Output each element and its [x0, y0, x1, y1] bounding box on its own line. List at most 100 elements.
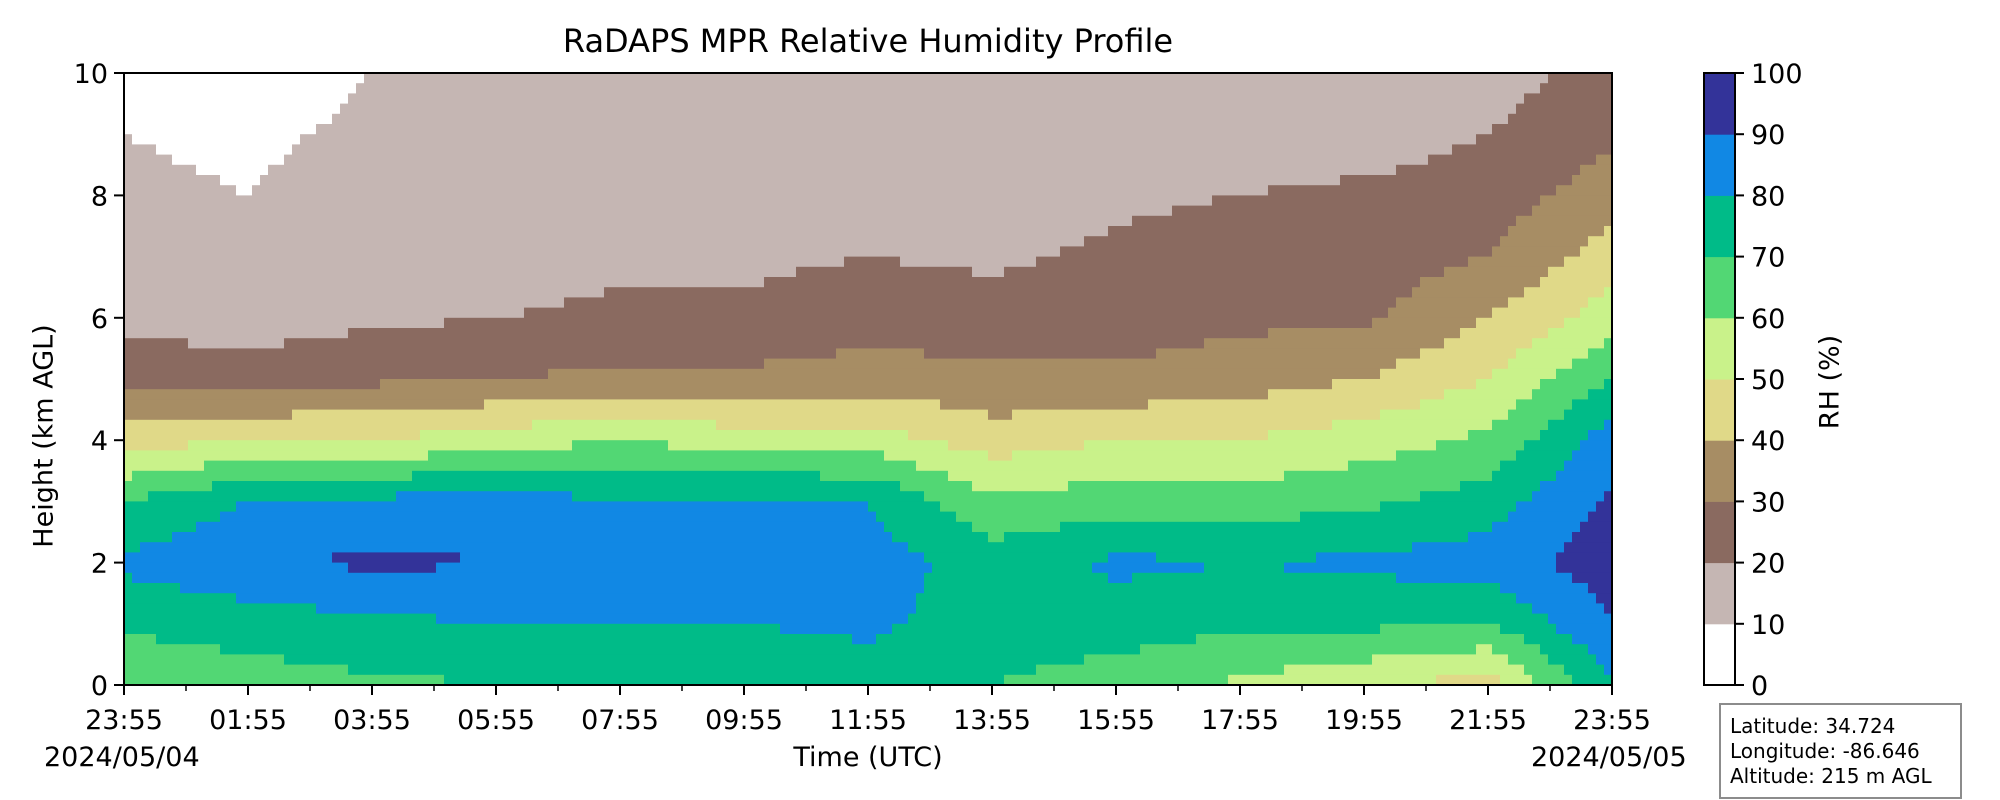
rh-cell [356, 470, 365, 482]
rh-cell [588, 73, 597, 84]
rh-cell [268, 430, 277, 441]
rh-cell [444, 613, 453, 625]
rh-cell [732, 144, 741, 156]
rh-cell [244, 236, 253, 247]
rh-cell [388, 113, 397, 125]
rh-cell [180, 623, 189, 635]
rh-cell [740, 491, 749, 502]
rh-cell [596, 664, 605, 676]
rh-cell [756, 470, 765, 482]
rh-cell [740, 562, 749, 574]
rh-cell [348, 603, 357, 615]
rh-cell [508, 246, 517, 258]
rh-cell [228, 634, 237, 645]
rh-cell [156, 205, 165, 217]
rh-cell [684, 664, 693, 676]
rh-cell [412, 134, 421, 145]
rh-cell [420, 317, 429, 329]
rh-cell [732, 511, 741, 523]
rh-cell [380, 328, 389, 339]
rh-cell [396, 419, 405, 431]
rh-cell [228, 460, 237, 472]
rh-cell [724, 603, 733, 615]
rh-cell [644, 195, 653, 207]
rh-cell [716, 164, 725, 176]
rh-cell [308, 246, 317, 258]
rh-cell [420, 368, 429, 380]
rh-cell [220, 266, 229, 278]
rh-cell [684, 113, 693, 125]
rh-cell [772, 317, 781, 329]
rh-cell [316, 470, 325, 482]
rh-cell [532, 164, 541, 176]
rh-cell [564, 338, 573, 349]
rh-cell [684, 328, 693, 339]
rh-cell [764, 460, 773, 472]
rh-cell [508, 317, 517, 329]
rh-cell [380, 277, 389, 288]
rh-cell [372, 154, 381, 166]
rh-cell [780, 532, 789, 543]
rh-cell [500, 634, 509, 645]
rh-cell [260, 266, 269, 278]
rh-cell [444, 368, 453, 380]
rh-cell [356, 521, 365, 533]
rh-cell [340, 83, 349, 94]
rh-cell [164, 154, 173, 166]
rh-cell [748, 562, 757, 574]
rh-cell [684, 226, 693, 237]
rh-cell [724, 511, 733, 523]
rh-cell [300, 134, 309, 145]
rh-cell [436, 430, 445, 441]
rh-cell [340, 287, 349, 298]
rh-cell [188, 317, 197, 329]
rh-cell [220, 164, 229, 176]
rh-cell [172, 491, 181, 502]
rh-cell [620, 583, 629, 594]
rh-cell [404, 175, 413, 186]
rh-cell [532, 277, 541, 288]
rh-cell [420, 266, 429, 278]
rh-cell [604, 266, 613, 278]
rh-cell [396, 368, 405, 380]
rh-cell [364, 481, 373, 492]
rh-cell [756, 501, 765, 513]
rh-cell [732, 440, 741, 451]
rh-cell [308, 460, 317, 472]
rh-cell [196, 521, 205, 533]
rh-cell [572, 521, 581, 533]
rh-cell [420, 134, 429, 145]
rh-cell [268, 83, 277, 94]
rh-cell [732, 583, 741, 594]
rh-cell [708, 593, 717, 604]
rh-cell [620, 236, 629, 247]
rh-cell [444, 113, 453, 125]
rh-cell [292, 348, 301, 360]
rh-cell [644, 450, 653, 462]
rh-cell [348, 450, 357, 462]
rh-cell [356, 481, 365, 492]
rh-cell [284, 460, 293, 472]
rh-cell [140, 83, 149, 94]
rh-cell [580, 552, 589, 564]
rh-cell [468, 368, 477, 380]
rh-cell [468, 226, 477, 237]
rh-cell [604, 521, 613, 533]
rh-cell [124, 481, 133, 492]
rh-cell [348, 175, 357, 186]
rh-cell [364, 317, 373, 329]
rh-cell [508, 226, 517, 237]
rh-cell [260, 450, 269, 462]
rh-cell [268, 277, 277, 288]
rh-cell [444, 338, 453, 349]
rh-cell [764, 389, 773, 400]
rh-cell [404, 246, 413, 258]
rh-cell [460, 379, 469, 390]
rh-cell [604, 603, 613, 615]
rh-cell [588, 144, 597, 156]
rh-cell [612, 348, 621, 360]
rh-cell [644, 215, 653, 227]
rh-cell [324, 430, 333, 441]
rh-cell [404, 215, 413, 227]
rh-cell [484, 358, 493, 370]
